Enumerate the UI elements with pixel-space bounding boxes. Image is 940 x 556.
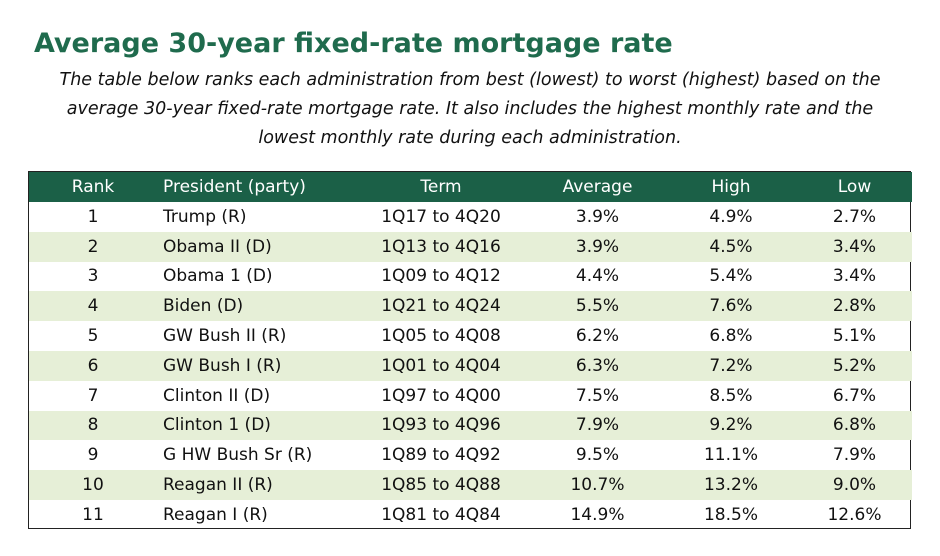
table-row: 6 GW Bush I (R) 1Q01 to 4Q04 6.3% 7.2% 5.2%	[29, 350, 912, 381]
cell-low: 9.0%	[797, 470, 912, 500]
cell-rank: 7	[87, 385, 99, 406]
table-body: 1 Trump (R) 1Q17 to 4Q20 3.9% 4.9% 2.7% 2 Obama…	[29, 202, 912, 530]
cell-president: Obama II (D)	[157, 231, 352, 262]
cell-president: Reagan II (R)	[157, 470, 352, 500]
cell-high: 13.2%	[665, 470, 797, 500]
chart-subtitle: The table below ranks each administratio…	[59, 70, 881, 148]
cell-average: 7.5%	[575, 385, 620, 406]
cell-term: 1Q81 to 4Q84	[381, 504, 501, 525]
cell-term: 1Q09 to 4Q12	[381, 266, 501, 287]
cell-high: 11.1%	[703, 445, 758, 466]
cell-rank: 9	[87, 445, 99, 466]
header-high: High	[665, 172, 797, 202]
header-president: President (party)	[157, 172, 352, 202]
cell-term: 1Q21 to 4Q24	[352, 291, 530, 322]
header-term: Term	[352, 172, 530, 202]
table-row: 8 Clinton 1 (D) 1Q93 to 4Q96 7.9% 9.2% 6.8%	[29, 410, 912, 441]
cell-rank: 10	[29, 470, 157, 500]
cell-average: 14.9%	[570, 504, 625, 525]
header-rank: Rank	[29, 172, 157, 202]
cell-high: 6.8%	[709, 326, 753, 347]
cell-president: Reagan I (R)	[163, 504, 268, 525]
cell-average: 3.9%	[530, 231, 665, 262]
cell-rank: 6	[29, 350, 157, 381]
cell-term: 1Q85 to 4Q88	[352, 470, 530, 500]
table-row: 7 Clinton II (D) 1Q97 to 4Q00 7.5% 8.5% 6.7%	[29, 381, 912, 411]
cell-low: 6.7%	[832, 385, 877, 406]
cell-high: 18.5%	[703, 504, 758, 525]
cell-rank: 8	[29, 410, 157, 441]
cell-high: 9.2%	[665, 410, 797, 441]
data-table: Rank President (party) Term Average High…	[29, 172, 912, 530]
chart-title: Average 30-year fixed-rate mortgage rate	[34, 28, 673, 59]
cell-term: 1Q01 to 4Q04	[352, 350, 530, 381]
cell-rank: 2	[29, 231, 157, 262]
cell-president: Clinton II (D)	[163, 385, 271, 406]
cell-high: 8.5%	[709, 385, 753, 406]
cell-term: 1Q89 to 4Q92	[381, 445, 501, 466]
cell-low: 2.7%	[832, 206, 877, 227]
cell-average: 6.2%	[575, 326, 620, 347]
cell-rank: 3	[87, 266, 99, 287]
cell-term: 1Q05 to 4Q08	[381, 326, 501, 347]
cell-president: Obama 1 (D)	[163, 266, 273, 287]
table-row: 3 Obama 1 (D) 1Q09 to 4Q12 4.4% 5.4% 3.4%	[29, 262, 912, 292]
cell-high: 4.9%	[709, 206, 753, 227]
cell-average: 3.9%	[575, 206, 620, 227]
cell-average: 7.9%	[530, 410, 665, 441]
cell-average: 9.5%	[575, 445, 620, 466]
table-row: 4 Biden (D) 1Q21 to 4Q24 5.5% 7.6% 2.8%	[29, 291, 912, 322]
cell-low: 7.9%	[832, 445, 877, 466]
cell-low: 12.6%	[827, 504, 882, 525]
header-row: Rank President (party) Term Average High…	[29, 172, 912, 202]
cell-high: 7.2%	[665, 350, 797, 381]
table-row: 2 Obama II (D) 1Q13 to 4Q16 3.9% 4.5% 3.4%	[29, 231, 912, 262]
table-row: 10 Reagan II (R) 1Q85 to 4Q88 10.7% 13.2% 9.0…	[29, 470, 912, 500]
cell-term: 1Q17 to 4Q20	[381, 206, 501, 227]
cell-average: 4.4%	[575, 266, 620, 287]
cell-rank: 4	[29, 291, 157, 322]
cell-low: 3.4%	[797, 231, 912, 262]
cell-high: 7.6%	[665, 291, 797, 322]
cell-rank: 1	[87, 206, 99, 227]
mortgage-rate-table: Rank President (party) Term Average High…	[28, 171, 912, 530]
cell-president: GW Bush I (R)	[157, 350, 352, 381]
cell-rank: 5	[87, 326, 99, 347]
table-row: 5 GW Bush II (R) 1Q05 to 4Q08 6.2% 6.8% 5.1%	[29, 321, 912, 351]
cell-president: Clinton 1 (D)	[157, 410, 352, 441]
cell-low: 5.2%	[797, 350, 912, 381]
cell-term: 1Q93 to 4Q96	[352, 410, 530, 441]
cell-term: 1Q97 to 4Q00	[381, 385, 501, 406]
cell-average: 6.3%	[530, 350, 665, 381]
cell-rank: 11	[82, 504, 104, 525]
cell-president: G HW Bush Sr (R)	[163, 445, 313, 466]
table-row: 11 Reagan I (R) 1Q81 to 4Q84 14.9% 18.5% 12.6…	[29, 500, 912, 530]
cell-high: 5.4%	[709, 266, 753, 287]
cell-term: 1Q13 to 4Q16	[352, 231, 530, 262]
header-average: Average	[530, 172, 665, 202]
cell-low: 2.8%	[797, 291, 912, 322]
cell-president: GW Bush II (R)	[163, 326, 287, 347]
table-row: 9 G HW Bush Sr (R) 1Q89 to 4Q92 9.5% 11.1% 7.…	[29, 440, 912, 470]
cell-low: 6.8%	[797, 410, 912, 441]
cell-average: 5.5%	[530, 291, 665, 322]
cell-average: 10.7%	[530, 470, 665, 500]
cell-low: 5.1%	[832, 326, 877, 347]
cell-president: Biden (D)	[157, 291, 352, 322]
header-low: Low	[797, 172, 912, 202]
table-row: 1 Trump (R) 1Q17 to 4Q20 3.9% 4.9% 2.7%	[29, 202, 912, 232]
cell-low: 3.4%	[832, 266, 877, 287]
cell-high: 4.5%	[665, 231, 797, 262]
cell-president: Trump (R)	[163, 206, 247, 227]
